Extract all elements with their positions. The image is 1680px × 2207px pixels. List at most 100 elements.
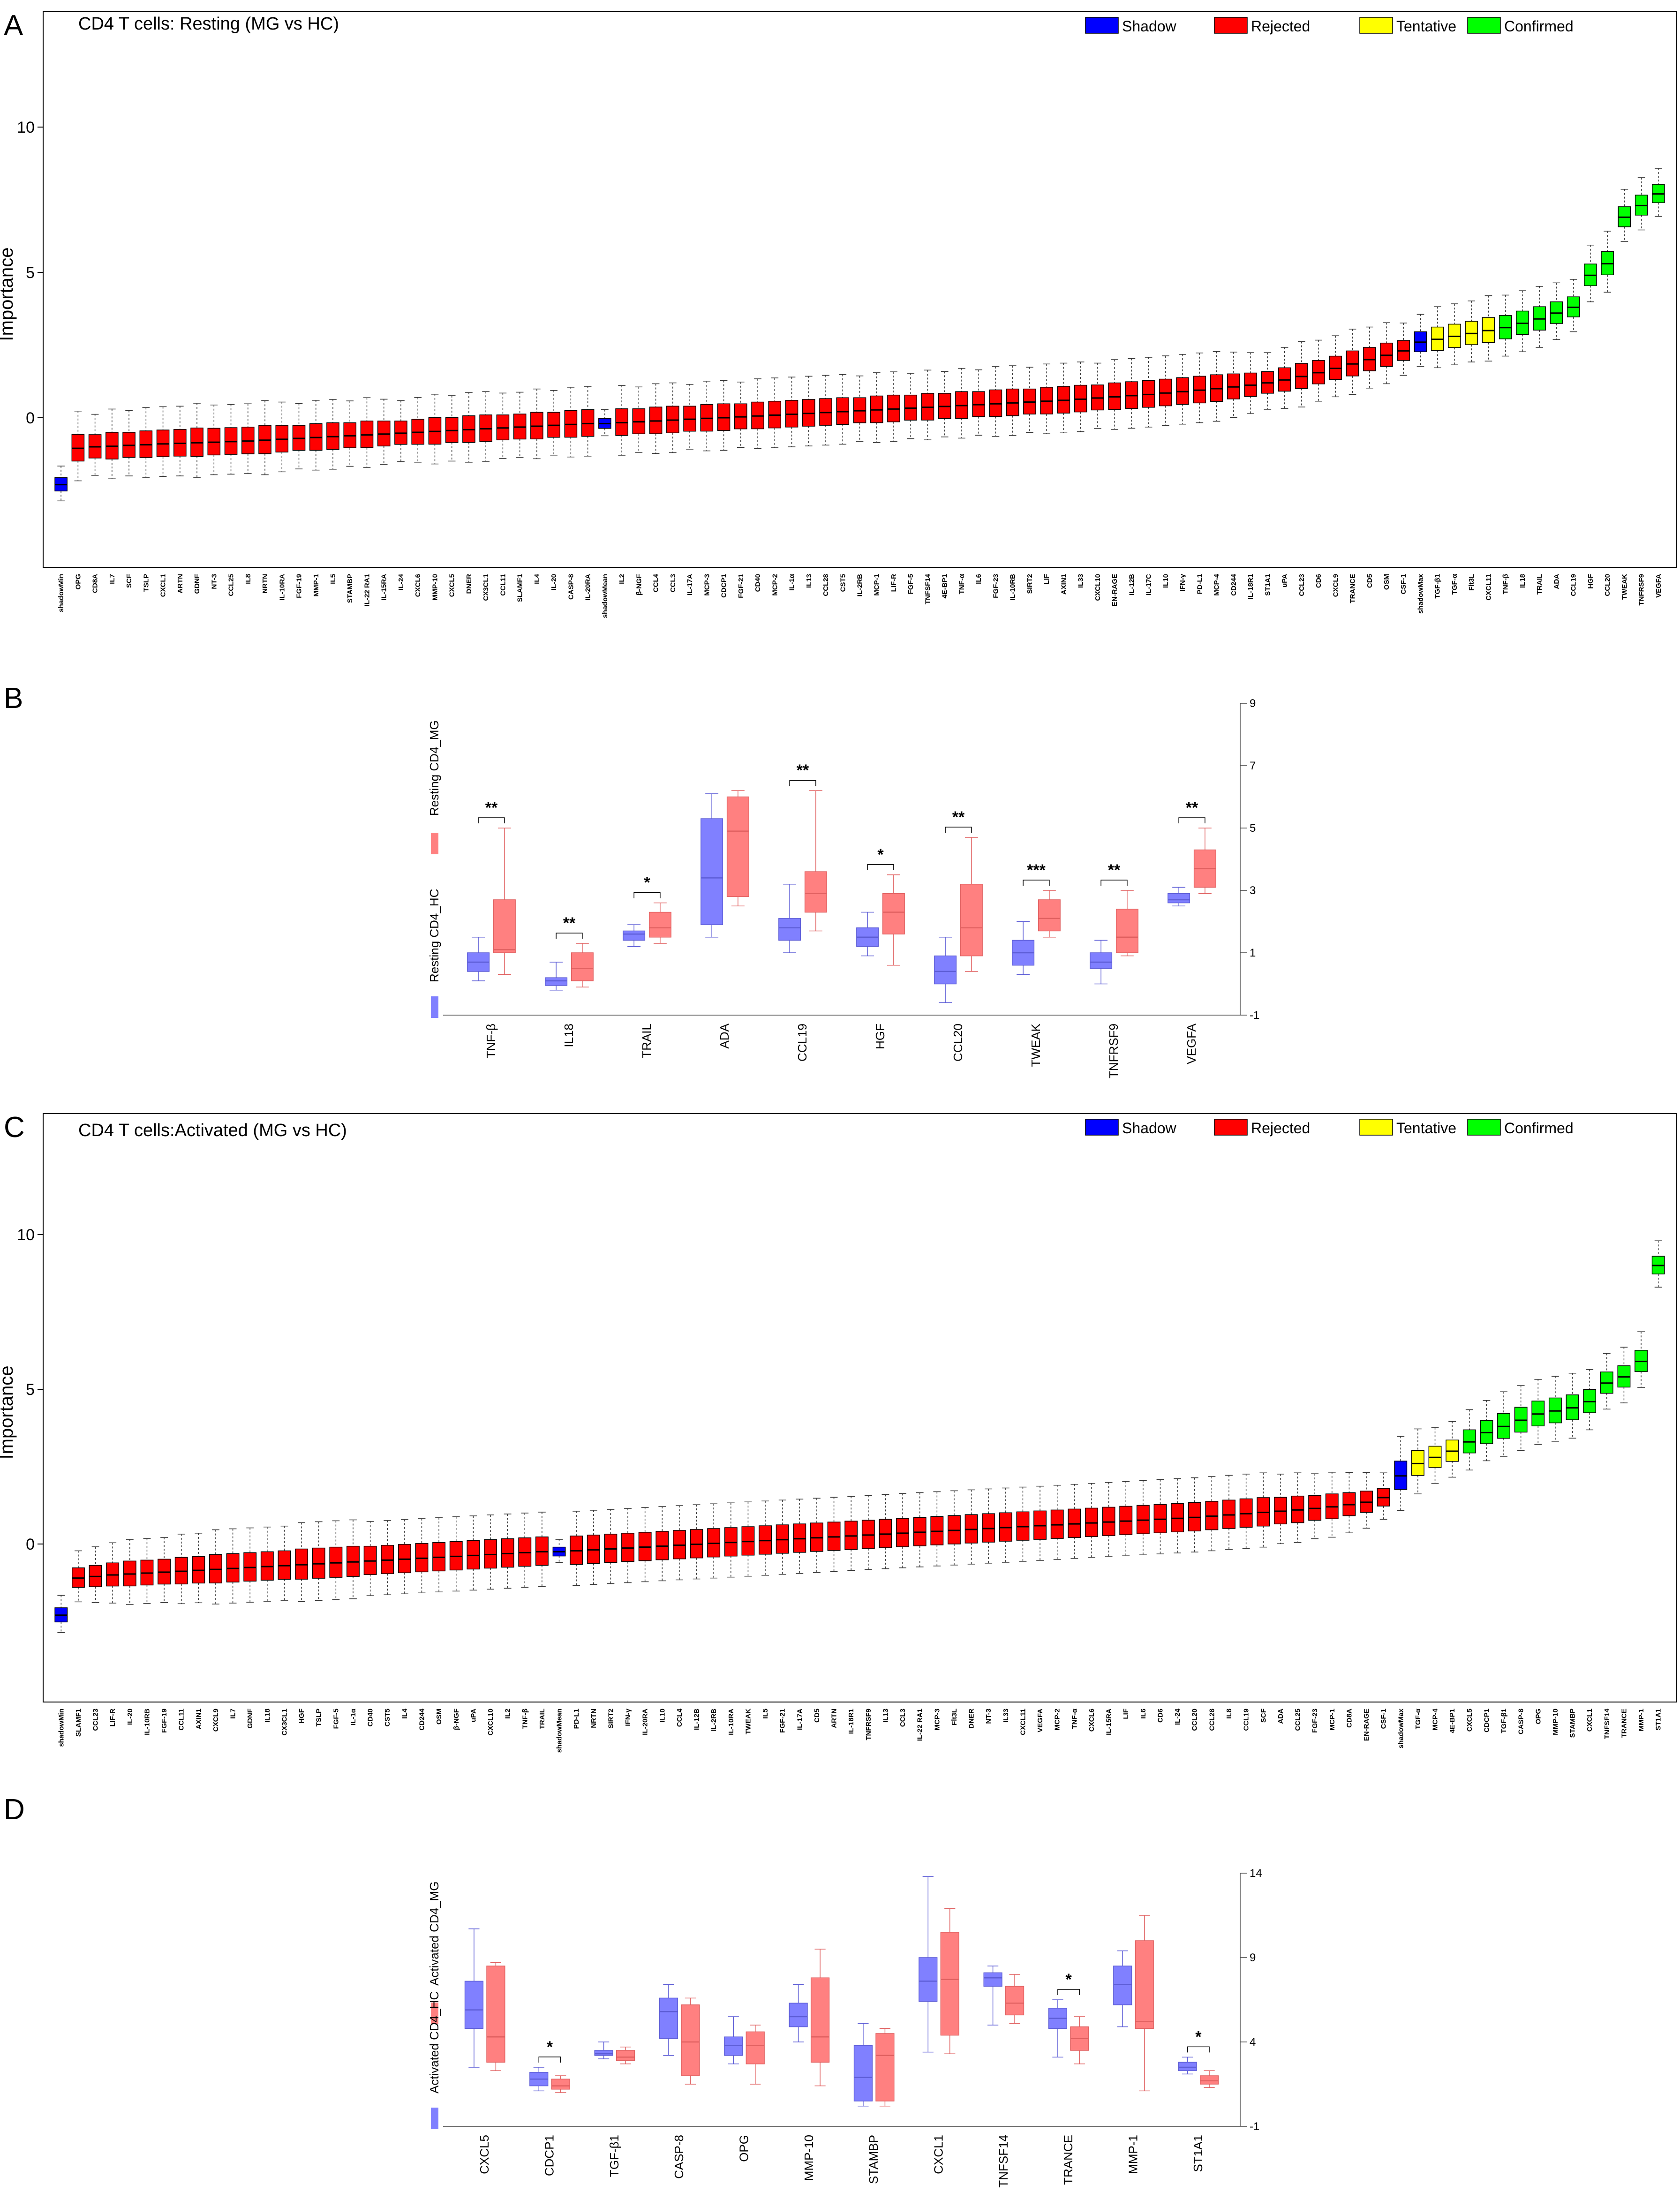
mg-CXCL5-box	[486, 1966, 505, 2063]
legend-swatch-hc	[431, 2108, 438, 2129]
x-tick-label: uPA	[469, 1709, 477, 1722]
legend-swatch	[1467, 1119, 1501, 1136]
x-tick-label: TWEAK	[744, 1709, 752, 1734]
mg-ADA-box	[726, 796, 749, 897]
plot-frame	[43, 11, 1677, 568]
hc-OPG-box	[724, 2036, 743, 2056]
y-tick-label: 10	[17, 1226, 35, 1244]
x-tick-label: CXCL9	[212, 1709, 220, 1732]
x-tick-label: shadowMean	[556, 1709, 564, 1753]
mg-TRAIL-box	[648, 911, 671, 938]
x-tick-label: CD6	[1156, 1709, 1164, 1723]
x-tick-label: IL7	[229, 1709, 237, 1719]
hc-MMP-1-box	[1113, 1966, 1132, 2005]
x-tick-label: CD40	[367, 1709, 375, 1726]
x-tick-label: IL-17A	[686, 574, 694, 595]
mg-CDCP1-box	[551, 2079, 570, 2090]
x-tick-label: CCL20	[951, 1024, 965, 1062]
x-tick-label: CST5	[384, 1709, 392, 1726]
x-tick-label: CCL19	[1243, 1709, 1251, 1731]
x-tick-label: OPG	[1534, 1709, 1542, 1724]
mg-OPG-box	[746, 2031, 765, 2064]
panel-a: A CD4 T cells: Resting (MG vs HC) Importan…	[0, 9, 1677, 618]
significance-bracket	[1100, 880, 1128, 886]
x-tick-label: FGF-21	[737, 574, 745, 598]
x-tick-label: CD244	[1230, 573, 1238, 595]
legend-swatch	[1085, 1119, 1119, 1136]
plot-frame	[43, 1113, 1677, 1702]
legend-label-hc: Resting CD4_HC	[427, 889, 441, 982]
x-tick-label: TNFSF14	[924, 573, 932, 604]
x-tick-label: IL-1α	[349, 1708, 357, 1725]
x-tick-label: CD5	[1366, 574, 1374, 588]
x-tick-label: IL5	[329, 574, 337, 584]
x-tick-label: MMP-1	[312, 574, 320, 596]
legend-label-mg: Activated CD4_MG	[427, 1881, 441, 1986]
x-tick-label: SLAMF1	[516, 574, 524, 602]
x-tick-label: CCL11	[499, 574, 507, 596]
legend-label-hc: Activated CD4_HC	[427, 1991, 441, 2094]
x-tick-label: CCL19	[795, 1024, 809, 1062]
significance-label: *	[877, 846, 884, 864]
hc-CCL20-box	[934, 955, 957, 985]
x-tick-label: CCL20	[1604, 574, 1612, 596]
mg-IL18-box	[571, 952, 594, 981]
significance-label: *	[1195, 2028, 1202, 2046]
x-tick-label: MCP-3	[933, 1709, 941, 1731]
legend-swatch-mg	[431, 833, 438, 854]
x-tick-label: TRAIL	[640, 1024, 654, 1058]
x-tick-label: ADA	[1552, 574, 1560, 589]
x-tick-label: SCF	[125, 574, 133, 588]
x-tick-label: CCL25	[227, 574, 235, 596]
y-tick-label: 10	[17, 119, 35, 136]
significance-bracket	[1178, 817, 1205, 823]
x-tick-label: CCL4	[676, 1708, 684, 1727]
x-tick-label: CDCP1	[720, 574, 728, 598]
x-tick-label: MCP-4	[1213, 573, 1221, 595]
x-tick-label: ADA	[717, 1023, 731, 1048]
x-tick-label: IL-17C	[1145, 574, 1153, 595]
hc-CXCL5-box	[464, 1981, 484, 2029]
significance-bracket	[945, 827, 972, 833]
x-tick-label: CCL3	[899, 1709, 907, 1727]
mg-MMP-1-box	[1135, 1940, 1154, 2029]
legend-entry: Confirmed	[1504, 18, 1574, 35]
mg-TGF-β1-box	[616, 2050, 635, 2061]
x-tick-label: FGF-19	[160, 1709, 168, 1733]
x-tick-label: CXCL9	[1332, 574, 1340, 597]
x-tick-label: IL6	[1139, 1709, 1147, 1719]
x-tick-label: IL-18R1	[847, 1709, 855, 1734]
legend-swatch	[1359, 17, 1393, 34]
mg-ST1A1-box	[1199, 2075, 1219, 2085]
significance-label: **	[485, 799, 498, 817]
x-tick-label: 4E-BP1	[941, 574, 949, 599]
x-tick-label: IFN-γ	[1179, 573, 1187, 591]
x-tick-label: CCL28	[1208, 1709, 1216, 1731]
x-tick-label: IL-17A	[796, 1709, 804, 1730]
significance-label: **	[797, 761, 809, 779]
x-tick-label: IL4	[533, 573, 541, 584]
panel-letter: A	[4, 9, 23, 42]
legend-swatch	[1085, 17, 1119, 34]
significance-bracket	[1023, 880, 1050, 886]
significance-bracket	[789, 780, 816, 786]
x-tick-label: DNER	[465, 574, 473, 594]
y-tick-label: 3	[1250, 884, 1256, 897]
x-tick-label: CXCL6	[1088, 1709, 1096, 1732]
y-tick-label: -1	[1250, 2120, 1259, 2133]
x-tick-label: IL18	[264, 1709, 271, 1723]
x-tick-label: TRANCE	[1061, 2135, 1075, 2185]
x-tick-label: IFN-γ	[624, 1708, 632, 1726]
x-tick-label: TNF-α	[1070, 1708, 1078, 1729]
x-tick-label: IL-24	[1174, 1708, 1182, 1725]
x-tick-label: ADA	[1277, 1709, 1285, 1724]
x-tick-label: PD-L1	[573, 1709, 580, 1729]
x-tick-label: IL-18R1	[1247, 574, 1255, 599]
legend-swatch-hc	[431, 996, 438, 1018]
x-tick-label: MMP-1	[1637, 1709, 1645, 1731]
x-tick-label: IL8	[244, 574, 252, 584]
x-tick-label: FGF-5	[907, 574, 915, 594]
mg-CCL19-box	[804, 871, 827, 913]
significance-label: **	[952, 808, 965, 826]
